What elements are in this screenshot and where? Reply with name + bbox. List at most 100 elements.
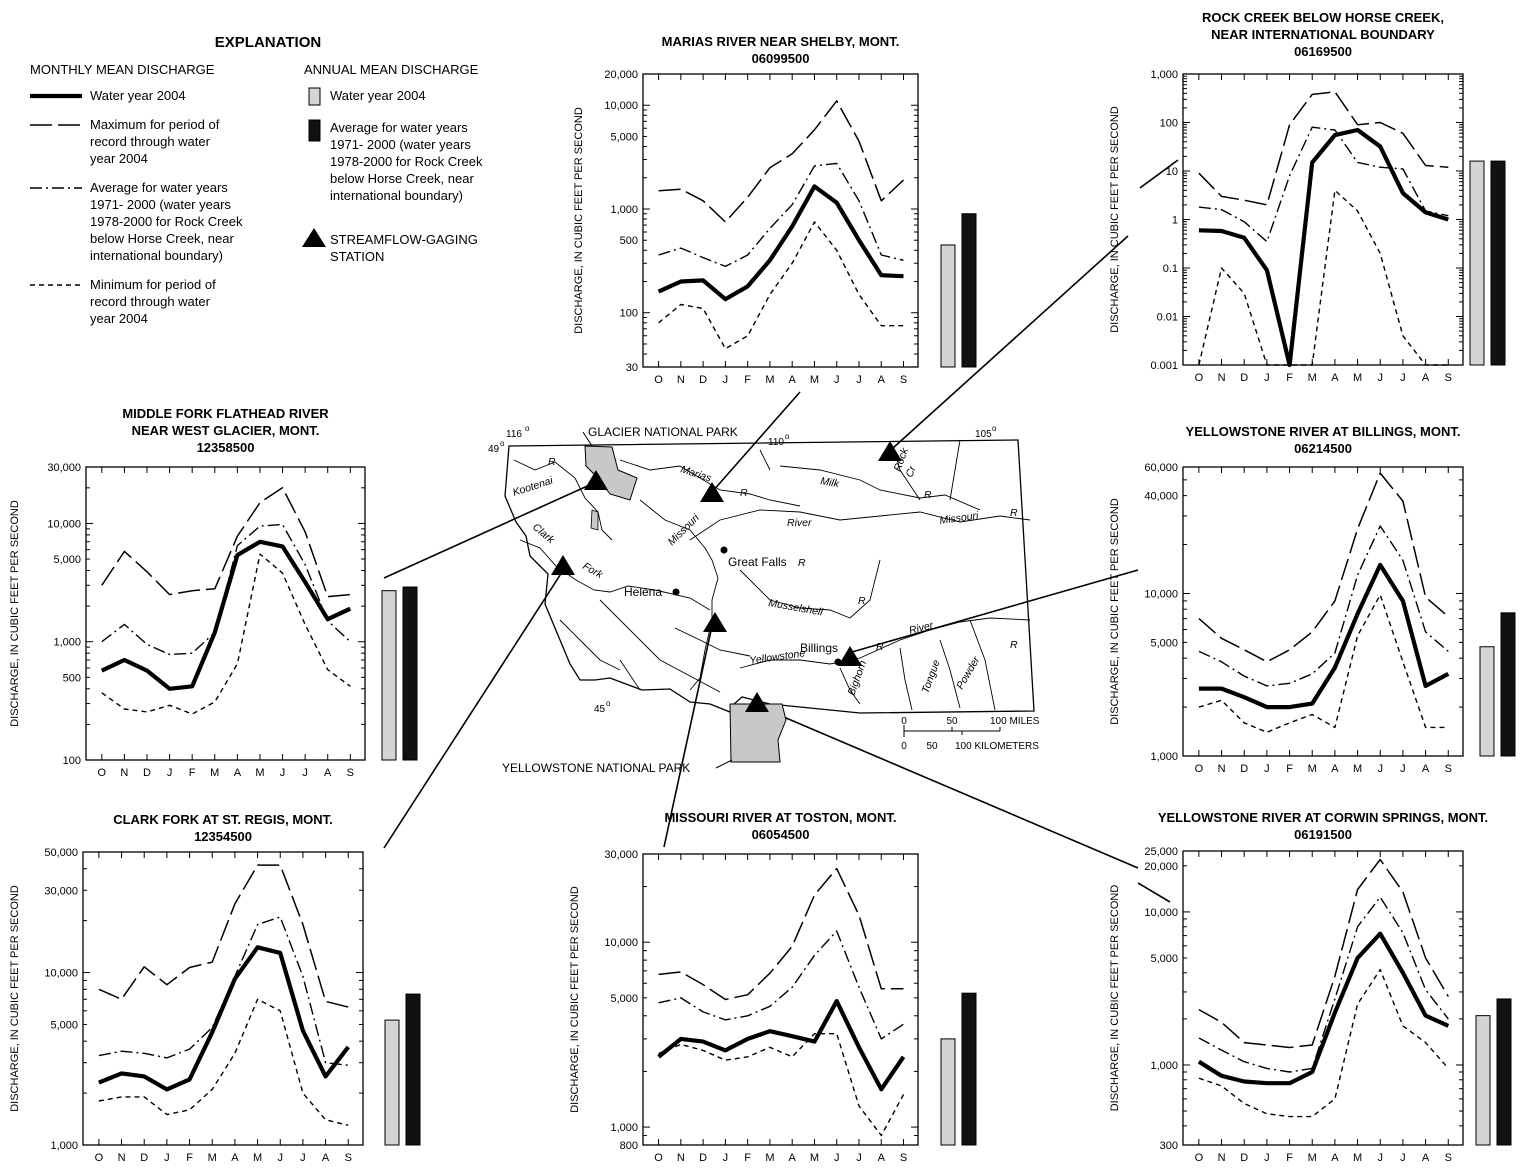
y-axis-label: DISCHARGE, IN CUBIC FEET PER SECOND <box>573 107 585 334</box>
x-tick-label: A <box>1331 372 1339 384</box>
x-tick-label: S <box>900 1152 907 1164</box>
series-line-wy <box>1198 562 1450 710</box>
x-tick-label: J <box>1400 372 1406 384</box>
yellowstone-park-label: YELLOWSTONE NATIONAL PARK <box>502 761 690 775</box>
y-tick-label: 500 <box>63 672 81 684</box>
river-label-kootenai: Kootenai <box>511 474 555 498</box>
legend-label-avg: 1971- 2000 (water years <box>90 197 231 212</box>
series-line-max <box>1198 472 1449 663</box>
bar-average <box>961 992 977 1146</box>
x-tick-label: J <box>723 1152 729 1164</box>
y-tick-label: 300 <box>1160 1140 1178 1152</box>
y-tick-label: 20,000 <box>604 69 638 81</box>
chart-title: NEAR INTERNATIONAL BOUNDARY <box>1211 27 1435 42</box>
x-tick-label: S <box>345 1152 352 1164</box>
y-tick-label: 100 <box>620 308 638 320</box>
y-tick-label: 0.001 <box>1150 360 1178 372</box>
monthly-heading: MONTHLY MEAN DISCHARGE <box>30 62 215 77</box>
scale-miles-100: 100 MILES <box>990 716 1040 727</box>
x-tick-label: A <box>322 1152 330 1164</box>
y-tick-label: 20,000 <box>1144 861 1178 873</box>
river-label-missouri: Missouri <box>939 510 980 527</box>
x-tick-label: J <box>1264 1152 1270 1164</box>
x-tick-label: A <box>878 1152 886 1164</box>
series-line-max <box>1198 91 1449 206</box>
legend-label-max: record through water <box>90 134 211 149</box>
x-tick-label: J <box>723 374 729 386</box>
plot-frame <box>1182 466 1464 757</box>
river-label-yellowstone: Yellowstone <box>749 647 806 667</box>
great-falls-dot <box>720 546 728 554</box>
scale-km-50: 50 <box>926 741 938 752</box>
small-lake <box>590 509 599 531</box>
leader-lines <box>383 159 1179 903</box>
y-tick-label: 1 <box>1172 215 1178 227</box>
series-line-avg <box>1198 525 1449 687</box>
y-tick-label: 10,000 <box>1144 588 1178 600</box>
y-tick-label: 1,000 <box>1150 751 1178 763</box>
x-tick-label: J <box>1264 763 1270 775</box>
plot-frame <box>1182 850 1464 1146</box>
annual-mean-bars <box>1479 612 1516 757</box>
y-tick-label: 30 <box>626 362 638 374</box>
station-marker-flathead <box>584 470 608 490</box>
river-label-r: R <box>876 641 884 653</box>
x-tick-label: J <box>1377 372 1383 384</box>
series-line-min <box>1198 189 1449 366</box>
series-line-min <box>101 553 351 715</box>
leader-line-corwin-tick <box>1137 882 1171 903</box>
x-tick-label: D <box>1240 763 1248 775</box>
x-tick-label: J <box>1400 1152 1406 1164</box>
x-tick-label: N <box>677 374 685 386</box>
x-tick-label: S <box>1445 1152 1452 1164</box>
x-tick-label: A <box>878 374 886 386</box>
x-tick-label: M <box>253 1152 262 1164</box>
annual-mean-bars <box>1469 160 1506 366</box>
scale-miles-0: 0 <box>901 716 907 727</box>
river-label-r: R <box>858 595 866 607</box>
legend-label-avg: Average for water years <box>90 180 228 195</box>
bar-water-year <box>940 244 956 368</box>
legend-monthly-items: Water year 2004 Maximum for period of rec… <box>30 88 243 326</box>
station-marker-toston <box>703 612 727 632</box>
y-axis: 30,000 10,000 5,000 1,000 500 100 <box>47 462 365 767</box>
legend-label-avg-bar: below Horse Creek, near <box>330 171 474 186</box>
y-tick-label: 1,000 <box>610 204 638 216</box>
bar-average <box>1500 612 1516 757</box>
helena-dot <box>672 588 680 596</box>
x-tick-label: M <box>208 1152 217 1164</box>
y-tick-label: 30,000 <box>44 885 78 897</box>
legend-label-avg: international boundary) <box>90 248 223 263</box>
glacier-park-pointer <box>582 431 593 447</box>
bar-average <box>405 993 421 1146</box>
river-label-cr: Cr <box>904 464 919 479</box>
yellowstone-national-park <box>729 703 787 763</box>
x-tick-label: S <box>1445 763 1452 775</box>
plot-frame <box>642 853 919 1146</box>
y-tick-label: 1,000 <box>50 1140 78 1152</box>
legend-label-max: Maximum for period of <box>90 117 220 132</box>
chart-station-number: 06191500 <box>1294 827 1352 842</box>
degree-mark: o <box>606 699 611 708</box>
y-tick-label: 1,000 <box>53 637 81 649</box>
y-tick-label: 100 <box>63 755 81 767</box>
x-tick-label: D <box>1240 1152 1248 1164</box>
x-tick-label: J <box>302 767 308 779</box>
river-label-r: R <box>1010 639 1018 651</box>
x-tick-label: O <box>1195 1152 1204 1164</box>
billings-label: Billings <box>800 641 838 655</box>
chart-title: MARIAS RIVER NEAR SHELBY, MONT. <box>662 34 900 49</box>
series-line-avg <box>658 930 904 1040</box>
series-line-max <box>98 864 349 1008</box>
x-tick-label: J <box>856 374 862 386</box>
bar-average <box>961 213 977 368</box>
y-tick-label: 5,000 <box>53 554 81 566</box>
river-label-powder: Powder <box>954 654 982 691</box>
x-tick-label: N <box>120 767 128 779</box>
yellowstone-park-pointer <box>715 759 733 769</box>
y-tick-label: 5,000 <box>50 1019 78 1031</box>
